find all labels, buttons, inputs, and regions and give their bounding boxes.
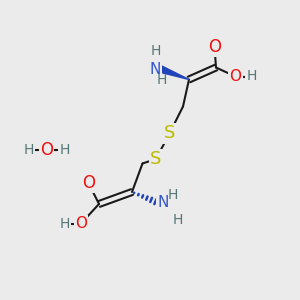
Text: O: O bbox=[230, 69, 242, 84]
Polygon shape bbox=[159, 66, 189, 80]
Text: H: H bbox=[23, 143, 34, 157]
Text: O: O bbox=[208, 38, 221, 56]
Text: S: S bbox=[164, 124, 175, 142]
Text: N: N bbox=[158, 195, 169, 210]
Text: H: H bbox=[150, 44, 160, 58]
Text: H: H bbox=[172, 214, 183, 227]
Text: O: O bbox=[82, 174, 95, 192]
Text: N: N bbox=[149, 61, 160, 76]
Text: H: H bbox=[59, 217, 70, 230]
Text: O: O bbox=[40, 141, 53, 159]
Text: H: H bbox=[59, 143, 70, 157]
Text: H: H bbox=[167, 188, 178, 202]
Text: H: H bbox=[247, 70, 257, 83]
Text: O: O bbox=[75, 216, 87, 231]
Text: S: S bbox=[150, 150, 162, 168]
Text: H: H bbox=[157, 73, 167, 87]
